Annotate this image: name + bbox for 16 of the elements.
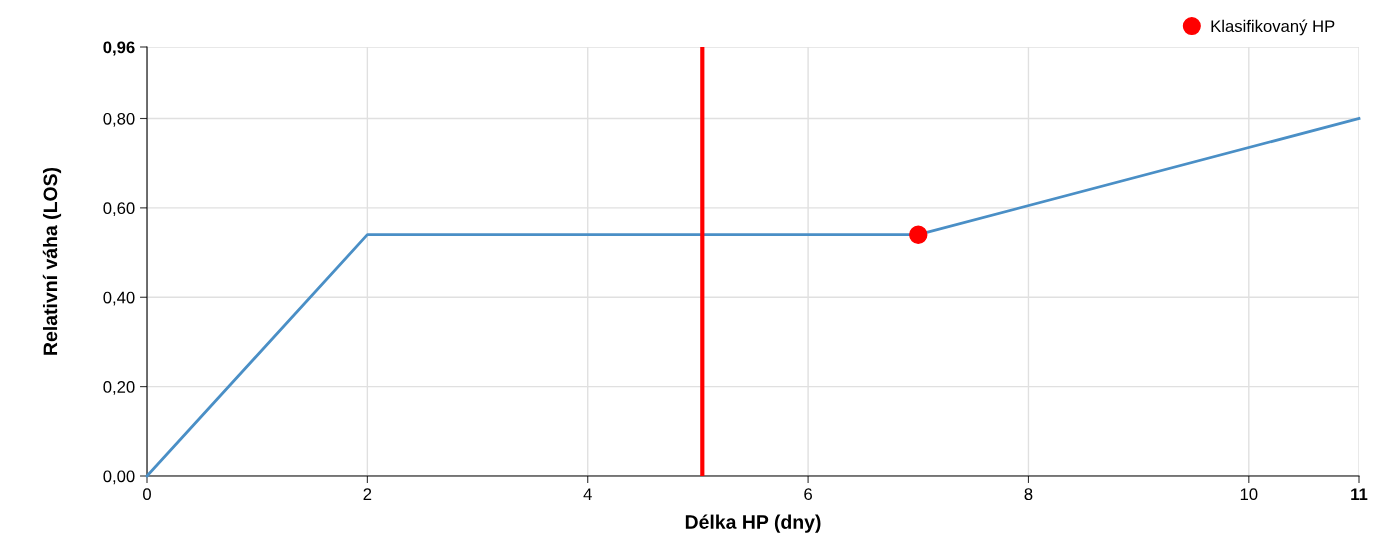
x-tick-label: 8: [1024, 488, 1033, 501]
y-tick-label: 0,96: [103, 41, 135, 56]
y-tick-label: 0,80: [103, 112, 135, 127]
x-tick-label: 10: [1240, 488, 1258, 501]
y-tick-label: 0,20: [103, 381, 135, 395]
y-axis-title: Relativní váha (LOS): [42, 167, 62, 355]
y-tick-label: 0,00: [103, 470, 135, 485]
y-tick-label: 0,60: [103, 202, 135, 217]
y-tick-label: 0,40: [103, 291, 135, 306]
x-tick-label: 11: [1351, 488, 1368, 500]
x-tick-label: 0: [143, 488, 151, 501]
x-tick-label: 4: [583, 488, 592, 500]
x-tick-label: 6: [804, 488, 812, 501]
legend-label: Klasifikovaný HP: [1211, 19, 1335, 36]
x-axis-title: Délka HP (dny): [685, 514, 821, 533]
x-tick-label: 2: [363, 488, 372, 500]
